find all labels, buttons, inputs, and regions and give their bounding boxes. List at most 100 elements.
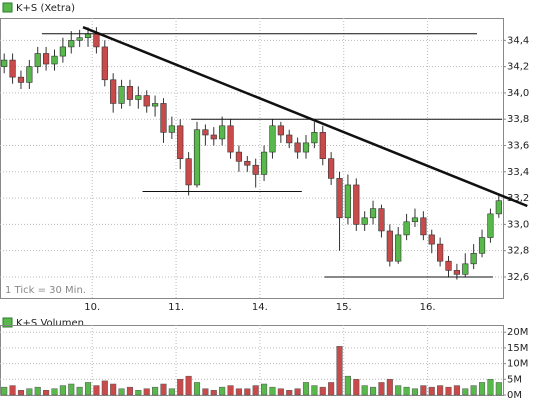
volume-bar [294, 388, 301, 396]
volume-bar [43, 390, 50, 396]
volume-bar [286, 390, 293, 396]
volume-bar [152, 386, 159, 396]
volume-bar [244, 388, 251, 396]
candle [344, 184, 352, 219]
volume-bar [403, 386, 410, 396]
y-tick-label: 33,2 [507, 193, 529, 204]
candle [294, 142, 301, 153]
candle [17, 76, 25, 83]
volume-bar [462, 388, 469, 396]
volume-bar [135, 390, 142, 396]
y-tick-label: 32,8 [507, 246, 529, 257]
y-tick-label: 33,4 [507, 167, 529, 178]
volume-bar [1, 386, 8, 396]
trend-line [82, 26, 528, 208]
candle [9, 59, 16, 78]
candle [437, 243, 444, 262]
volume-bar [495, 382, 502, 396]
volume-bar [26, 388, 33, 396]
candle [84, 33, 92, 39]
y-tick-label: 20M [507, 327, 528, 338]
candle [453, 270, 460, 275]
volume-bar [411, 388, 419, 396]
candle [369, 208, 377, 219]
candle [160, 103, 167, 133]
candle [277, 125, 284, 136]
volume-bar [487, 379, 494, 396]
y-tick-label: 5M [507, 374, 522, 385]
candle [328, 158, 335, 179]
legend: K+S Volumen [16, 318, 84, 329]
x-tick-label: 10. [84, 302, 100, 313]
candle [378, 208, 385, 232]
volume-bar [311, 385, 318, 396]
candle [26, 66, 33, 83]
legend-icon [2, 2, 13, 13]
candle [445, 260, 452, 271]
candle [244, 160, 251, 166]
candle [202, 129, 209, 136]
volume-bar [227, 385, 234, 396]
volume-bar [328, 382, 335, 396]
volume-bar [437, 385, 444, 396]
candle [143, 95, 150, 107]
candle [269, 125, 276, 153]
volume-bar [386, 379, 393, 396]
candle [1, 59, 8, 67]
candle [487, 213, 494, 238]
volume-bar [277, 388, 284, 396]
y-tick-label: 34,2 [507, 62, 529, 73]
legend: K+S (Xetra) [16, 3, 75, 14]
volume-bar [9, 385, 16, 396]
volume-bar [84, 382, 92, 396]
x-tick-label: 16. [420, 302, 436, 313]
volume-bar [51, 388, 58, 396]
candle [118, 86, 125, 104]
volume-bar [177, 379, 184, 396]
candle [319, 132, 326, 159]
volume-bar [319, 386, 326, 396]
candle [361, 217, 368, 225]
volume-bar [445, 386, 452, 396]
volume-bar [101, 380, 108, 396]
volume-bar [235, 388, 242, 396]
candle [151, 103, 159, 107]
volume-bar [395, 385, 402, 396]
y-tick-label: 32,6 [507, 272, 529, 283]
volume-bar [93, 385, 100, 396]
candle [336, 178, 343, 219]
candle [177, 125, 184, 159]
candle [93, 33, 100, 48]
candle [235, 151, 243, 162]
volume-bar [59, 385, 66, 396]
candle [59, 46, 66, 57]
volume-bar [269, 386, 276, 396]
candle [353, 184, 360, 225]
volume-bar [252, 385, 259, 396]
x-tick-label: 14. [252, 302, 268, 313]
volume-bar [126, 386, 133, 396]
volume-bar [17, 390, 25, 396]
volume-bar [34, 386, 41, 396]
volume-bar [470, 385, 477, 396]
candle [101, 46, 108, 81]
candle [478, 237, 486, 254]
note: 1 Tick = 30 Min. [5, 285, 86, 296]
volume-bar [202, 388, 209, 396]
candle [311, 132, 318, 144]
x-tick-label: 11. [168, 302, 184, 313]
volume-bar [143, 388, 150, 396]
candle [286, 134, 293, 144]
x-tick-label: 15. [336, 302, 352, 313]
legend-icon [2, 317, 13, 328]
candle [395, 234, 402, 262]
candle [403, 221, 410, 236]
candle [43, 53, 50, 65]
y-tick-label: 33,6 [507, 141, 529, 152]
y-tick-label: 34,4 [507, 35, 529, 46]
volume-bar [168, 388, 175, 396]
candle [185, 158, 192, 186]
candle [495, 200, 502, 215]
volume-bar [261, 383, 268, 396]
volume-bar [353, 379, 360, 396]
